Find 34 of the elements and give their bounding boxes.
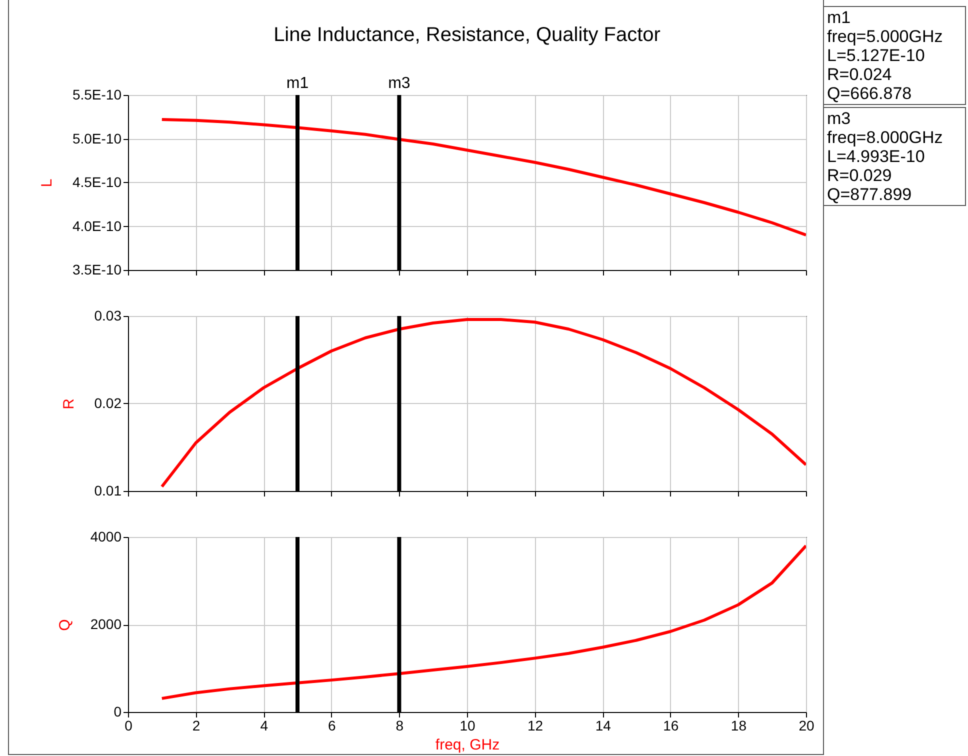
x-tick-label: 18 bbox=[730, 718, 747, 734]
x-tick-label: 20 bbox=[798, 718, 814, 734]
x-tick-label: 0 bbox=[124, 718, 133, 734]
x-tick-label: 10 bbox=[460, 718, 476, 734]
ref-line-label: m1 bbox=[286, 75, 309, 92]
y-tick-label: 0 bbox=[114, 704, 122, 720]
x-tick-label: 4 bbox=[260, 718, 268, 734]
chart-title: Line Inductance, Resistance, Quality Factor bbox=[274, 24, 661, 46]
x-tick-label: 2 bbox=[192, 718, 200, 734]
x-tick-label: 14 bbox=[595, 718, 612, 734]
x-tick-label: 12 bbox=[528, 718, 544, 734]
line-series bbox=[160, 318, 806, 488]
y-tick-label: 4.0E-10 bbox=[72, 218, 122, 234]
y-tick-label: 5.0E-10 bbox=[72, 130, 122, 146]
text: m3 freq=8.000GHz L=4.993E-10 R=0.029 Q=877.899 bbox=[823, 107, 966, 206]
x-tick-label: 16 bbox=[663, 718, 679, 734]
y-tick-label: 5.5E-10 bbox=[72, 86, 122, 102]
x-tick-label: 8 bbox=[396, 718, 404, 734]
y-tick-label: 0.01 bbox=[94, 482, 122, 498]
y-tick-label: 0.03 bbox=[94, 308, 122, 324]
x-axis-title: freq, GHz bbox=[435, 736, 500, 754]
y-axis-title: Q bbox=[56, 619, 74, 631]
y-axis-title: R bbox=[60, 398, 78, 410]
x-tick-label: 6 bbox=[328, 718, 336, 734]
y-tick-label: 4000 bbox=[90, 528, 122, 544]
text: m1 freq=5.000GHz L=5.127E-10 R=0.024 Q=666.878 bbox=[823, 6, 966, 105]
y-tick-label: 2000 bbox=[90, 616, 122, 632]
y-axis-title: L bbox=[38, 178, 56, 188]
line-series bbox=[160, 544, 806, 700]
y-tick-label: 4.5E-10 bbox=[72, 174, 122, 190]
line-series bbox=[160, 118, 806, 236]
y-tick-label: 0.02 bbox=[94, 395, 122, 411]
y-tick-label: 3.5E-10 bbox=[72, 262, 122, 278]
ref-line-label: m3 bbox=[388, 75, 410, 92]
